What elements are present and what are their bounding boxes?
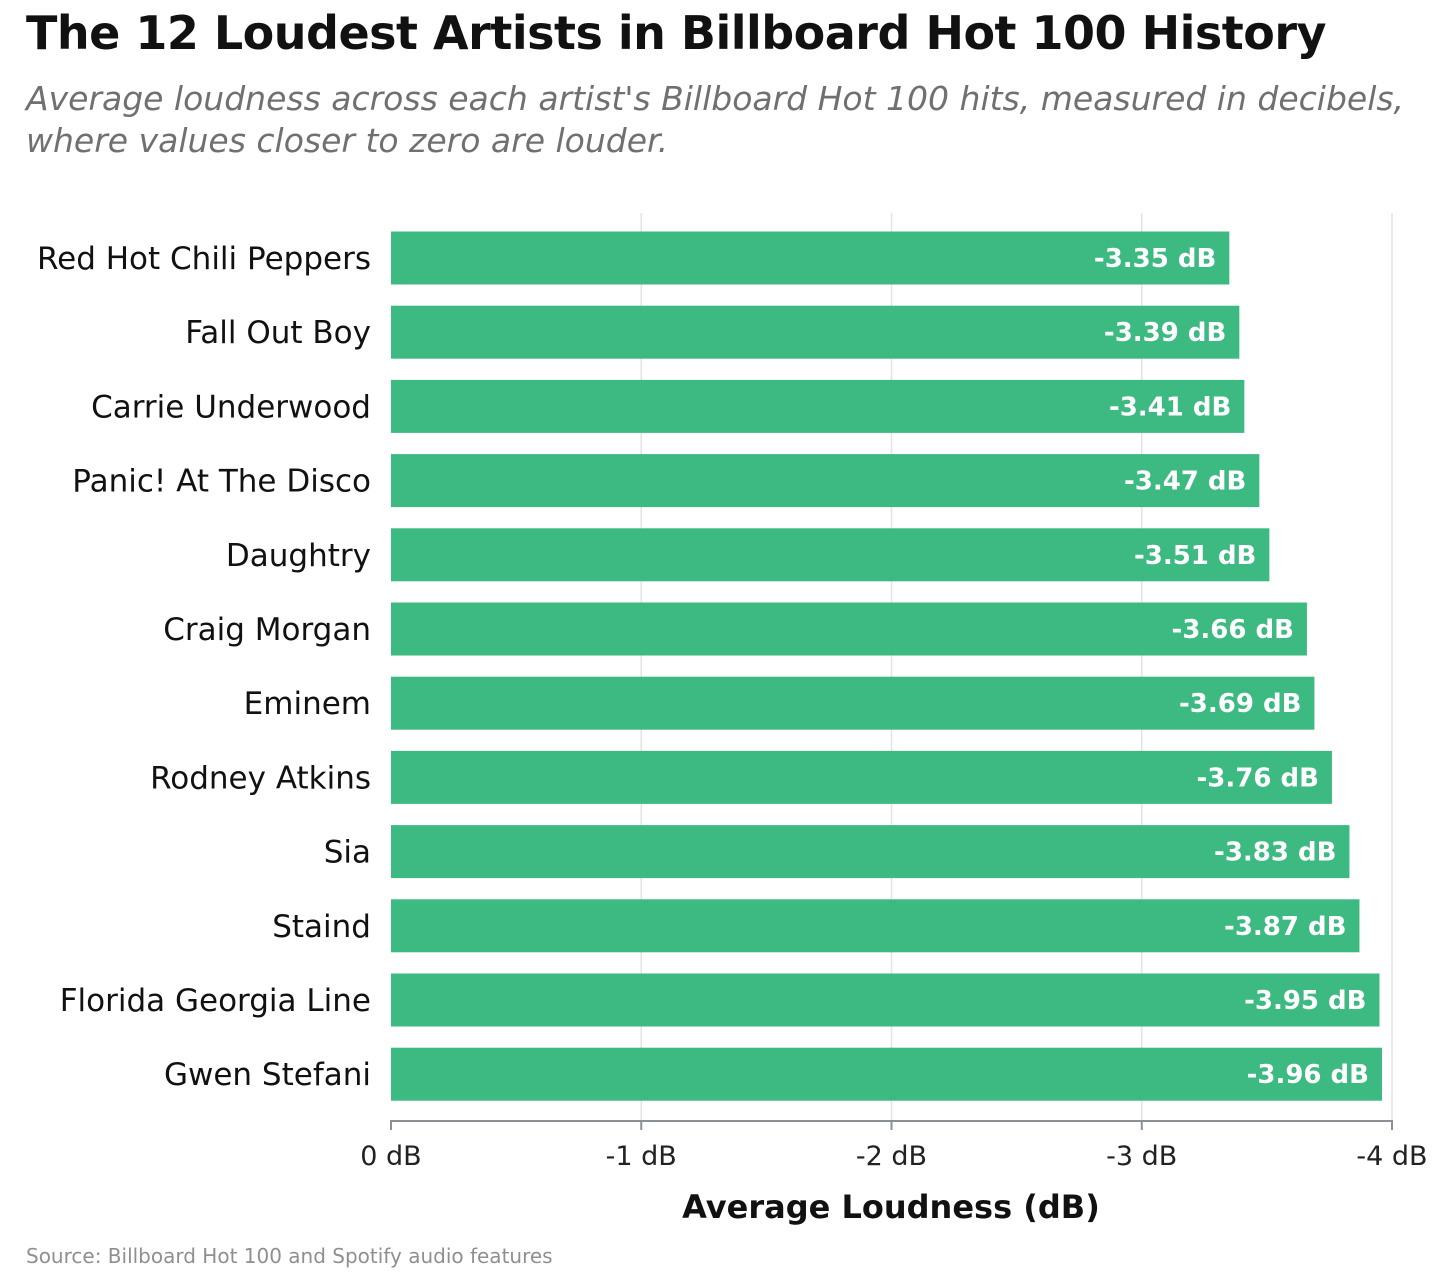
category-label: Craig Morgan <box>163 612 371 648</box>
bar <box>391 1047 1382 1101</box>
category-label: Gwen Stefani <box>164 1057 371 1093</box>
bar <box>391 676 1315 730</box>
bar <box>391 528 1270 582</box>
bar <box>391 750 1332 804</box>
bar-value-label: -3.66 dB <box>1171 615 1293 645</box>
bar <box>391 973 1380 1027</box>
category-label: Staind <box>272 909 371 945</box>
bar-value-label: -3.87 dB <box>1224 912 1346 942</box>
category-label: Rodney Atkins <box>150 760 371 796</box>
bar-value-label: -3.35 dB <box>1094 244 1216 274</box>
bar-value-label: -3.51 dB <box>1134 541 1256 571</box>
bar <box>391 454 1260 508</box>
bar-value-labels: -3.35 dB -3.39 dB -3.41 dB -3.47 dB -3.51 dB… <box>1094 244 1369 1090</box>
bar-value-label: -3.69 dB <box>1179 689 1301 719</box>
x-tick-label: -1 dB <box>606 1141 677 1172</box>
bar-value-label: -3.83 dB <box>1214 838 1336 868</box>
bar <box>391 231 1230 285</box>
bar-value-label: -3.95 dB <box>1244 986 1366 1016</box>
category-label: Florida Georgia Line <box>60 983 371 1019</box>
x-axis: 0 dB -1 dB -2 dB -3 dB -4 dB <box>360 1120 1428 1172</box>
bar <box>391 602 1307 656</box>
x-tick-label: -4 dB <box>1356 1141 1427 1172</box>
x-tick-label: -2 dB <box>856 1141 927 1172</box>
chart-subtitle: Average loudness across each artist's Bi… <box>26 79 1405 160</box>
bar-value-label: -3.39 dB <box>1104 318 1226 348</box>
category-label: Sia <box>324 835 371 871</box>
x-axis-title: Average Loudness (dB) <box>682 1188 1100 1226</box>
x-tick-label: -3 dB <box>1106 1141 1177 1172</box>
bar-value-label: -3.41 dB <box>1109 392 1231 422</box>
category-label: Red Hot Chili Peppers <box>37 241 371 277</box>
bar <box>391 305 1240 359</box>
bar-value-label: -3.47 dB <box>1124 467 1246 497</box>
category-label: Daughtry <box>226 538 371 574</box>
category-labels: Red Hot Chili Peppers Fall Out Boy Carrie … <box>37 241 371 1093</box>
category-label: Eminem <box>244 686 371 722</box>
source-note: Source: Billboard Hot 100 and Spotify au… <box>26 1244 553 1268</box>
chart-title: The 12 Loudest Artists in Billboard Hot … <box>26 6 1327 60</box>
bar <box>391 825 1350 879</box>
category-label: Carrie Underwood <box>91 389 371 425</box>
bars <box>391 231 1382 1101</box>
bar-value-label: -3.76 dB <box>1197 763 1319 793</box>
bar <box>391 899 1360 953</box>
category-label: Fall Out Boy <box>185 315 371 351</box>
bar <box>391 379 1245 433</box>
x-tick-label: 0 dB <box>360 1141 421 1172</box>
bar-value-label: -3.96 dB <box>1247 1060 1369 1090</box>
gridlines <box>640 213 1393 1121</box>
category-label: Panic! At The Disco <box>72 464 371 500</box>
